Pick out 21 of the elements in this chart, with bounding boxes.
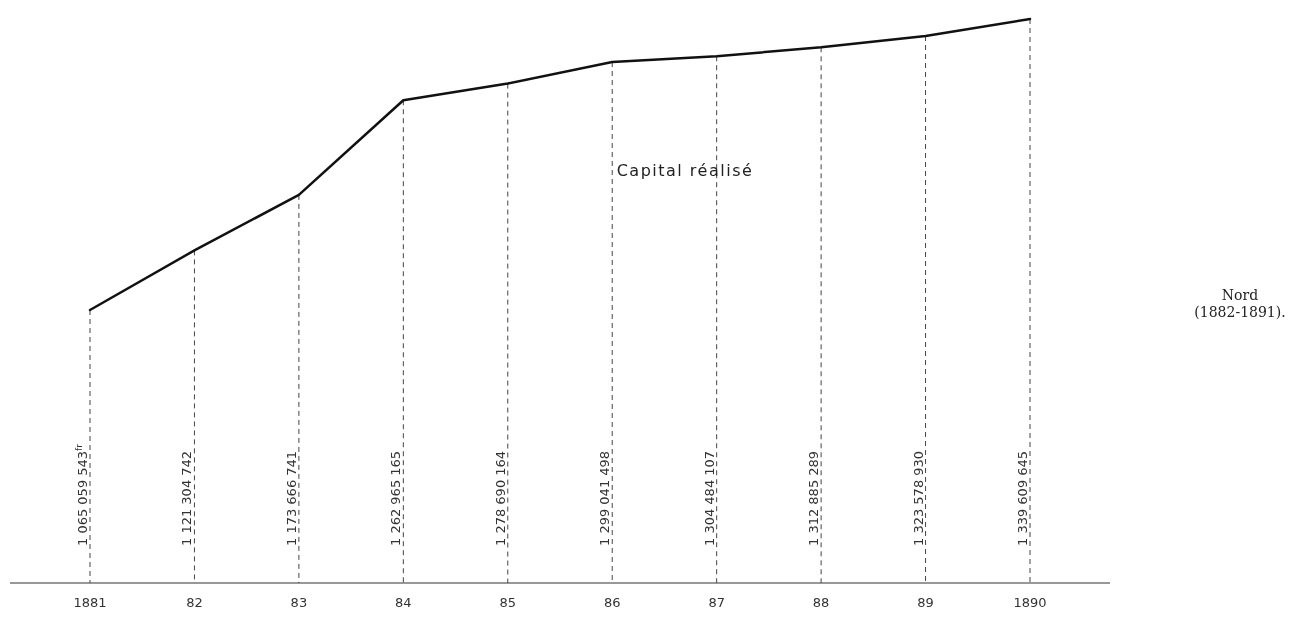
x-tick-label: 84 (395, 595, 412, 610)
text: Nord (1882-1891). (1194, 287, 1286, 320)
data-label: 1 304 484 107 (701, 450, 717, 546)
data-label: 1 262 965 165 (388, 450, 404, 546)
data-label: 1 278 690 164 (492, 450, 508, 546)
x-tick-label: 86 (603, 595, 621, 610)
x-tick-label: 85 (499, 595, 517, 610)
x-tick-label: 1881 (73, 595, 107, 610)
data-label: 1 299 041 498 (597, 450, 613, 546)
annotation: Capital réalisé (616, 161, 754, 180)
data-label: 1 121 304 742 (179, 450, 195, 546)
x-tick-label: 1890 (1013, 595, 1047, 610)
x-tick-label: 89 (917, 595, 934, 610)
data-label: 1 339 609 645 (1015, 450, 1030, 546)
x-tick-label: 82 (186, 595, 203, 610)
x-tick-label: 88 (812, 595, 830, 610)
data-label: 1 323 578 930 (910, 450, 926, 546)
x-tick-label: 87 (708, 595, 725, 610)
data-label: 1 312 885 289 (806, 450, 822, 546)
x-tick-label: 83 (290, 595, 308, 610)
data-label: 1 173 666 741 (283, 450, 299, 546)
